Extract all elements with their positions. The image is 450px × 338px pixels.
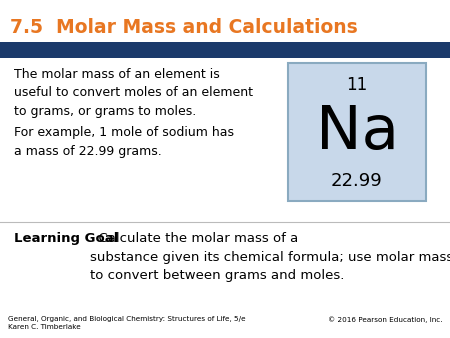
Text: The molar mass of an element is
useful to convert moles of an element
to grams, : The molar mass of an element is useful t… <box>14 68 253 118</box>
Text: 11: 11 <box>346 76 368 94</box>
Text: General, Organic, and Biological Chemistry: Structures of Life, 5/e
Karen C. Tim: General, Organic, and Biological Chemist… <box>8 316 246 330</box>
Text: 7.5  Molar Mass and Calculations: 7.5 Molar Mass and Calculations <box>10 18 358 37</box>
Text: Na: Na <box>315 103 399 163</box>
Text: © 2016 Pearson Education, Inc.: © 2016 Pearson Education, Inc. <box>328 316 442 323</box>
Text: 22.99: 22.99 <box>331 172 383 190</box>
Text: Calculate the molar mass of a
substance given its chemical formula; use molar ma: Calculate the molar mass of a substance … <box>90 232 450 282</box>
Bar <box>0 42 450 58</box>
Text: Learning Goal: Learning Goal <box>14 232 118 245</box>
Text: For example, 1 mole of sodium has
a mass of 22.99 grams.: For example, 1 mole of sodium has a mass… <box>14 126 234 158</box>
FancyBboxPatch shape <box>288 63 426 201</box>
